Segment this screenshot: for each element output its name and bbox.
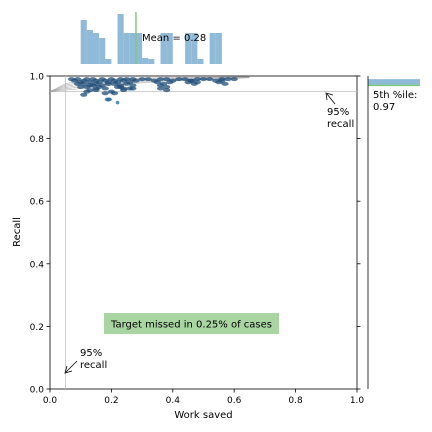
scatter-point (80, 81, 88, 86)
scatter-point (175, 77, 183, 82)
top-histogram-bar (148, 59, 155, 64)
top-histogram-bar (197, 59, 204, 64)
plot-frame (49, 75, 358, 390)
x-axis-ticks: 0.0 0.2 0.4 0.6 0.8 1.0 (43, 389, 365, 406)
side-histogram (367, 76, 420, 389)
scatter-point (104, 81, 112, 86)
scatter-point (80, 92, 88, 97)
bottom-recall-annotation: 95% recall (80, 348, 107, 371)
scatter-point (144, 77, 152, 82)
x-tick-label: 0.2 (104, 396, 118, 406)
x-tick-label: 0.4 (166, 396, 181, 406)
top-histogram-bar (160, 33, 167, 64)
y-tick-label: 0.6 (30, 198, 45, 208)
top-histogram-bar (80, 20, 87, 64)
bottom-recall-arrowhead (64, 365, 73, 374)
scatter-point (163, 84, 171, 89)
y-tick-label: 0.8 (30, 135, 45, 145)
scatter-point (199, 77, 208, 82)
top-histogram-bar (209, 33, 216, 64)
scatter-point (74, 81, 82, 86)
scatter-point (163, 88, 171, 93)
scatter-point (77, 84, 85, 89)
y-tick-label: 0.0 (30, 386, 45, 396)
scatter-outlier (106, 97, 111, 102)
top-histogram-bar (185, 33, 192, 64)
scatter-point (138, 77, 146, 82)
scatter-point (120, 88, 128, 93)
y-axis-ticks: 0.0 0.2 0.4 0.6 0.8 1.0 (30, 73, 361, 396)
top-histogram-bar (105, 59, 112, 64)
scatter-point (218, 78, 226, 83)
scatter-point (83, 89, 91, 94)
scatter-point (163, 77, 171, 82)
x-tick-label: 0.6 (227, 396, 242, 406)
scatter-outlier (115, 100, 120, 105)
top-histogram-bar (135, 33, 143, 64)
scatter-point (129, 83, 137, 88)
scatter-point (117, 84, 125, 89)
scatter-point (129, 86, 137, 91)
y-tick-label: 0.4 (30, 260, 45, 270)
x-axis-label: Work saved (174, 410, 232, 421)
top-histogram-bar (142, 58, 149, 64)
scatter-point (74, 77, 82, 82)
scatter-point (156, 83, 165, 88)
side-histogram-bar (368, 79, 420, 86)
x-tick-label: 1.0 (350, 396, 365, 406)
scatter-point (181, 77, 189, 82)
scatter-point (101, 91, 109, 96)
scatter-point (206, 77, 214, 82)
scatter-points (67, 77, 238, 105)
right-recall-arrowhead (325, 92, 334, 101)
scatter-point (193, 80, 201, 85)
scatter-point (153, 80, 162, 85)
y-tick-label: 0.2 (30, 323, 44, 333)
right-recall-arrow (326, 93, 336, 105)
top-histogram (80, 12, 222, 64)
scatter-point (83, 77, 91, 82)
bottom-recall-arrow (65, 360, 78, 373)
top-histogram-bar (92, 33, 100, 64)
scatter-point (101, 86, 109, 91)
top-histogram-bar (99, 38, 106, 64)
target-missed-annotation: Target missed in 0.25% of cases (110, 320, 272, 331)
right-recall-annotation: 95% recall (327, 107, 354, 130)
scatter-point (187, 78, 195, 83)
scatter-point (230, 77, 238, 82)
top-histogram-bar (166, 33, 173, 64)
scatter-point (110, 91, 119, 96)
y-tick-label: 1.0 (30, 73, 45, 83)
scatter-point (132, 78, 140, 83)
x-tick-label: 0.0 (43, 396, 58, 406)
top-histogram-bar (191, 33, 198, 64)
scatter-point (221, 81, 229, 86)
scatter-point (110, 81, 119, 86)
top-histogram-bar (129, 33, 136, 64)
scatter-point (156, 86, 165, 91)
y-axis-label: Recall (12, 217, 23, 247)
scatter-point (89, 83, 97, 88)
mean-annotation: Mean = 0.28 (142, 33, 206, 44)
scatter-point (92, 88, 100, 93)
x-tick-label: 0.8 (288, 396, 303, 406)
scatter-point (86, 80, 94, 85)
top-histogram-bar (86, 30, 93, 64)
scatter-point (83, 84, 91, 89)
target-missed-box (104, 313, 279, 334)
scatter-point (166, 80, 174, 85)
scatter-point (123, 77, 131, 82)
percentile-annotation: 5th %ile: 0.97 (373, 90, 421, 113)
top-histogram-bar (123, 33, 130, 64)
scatter-point (123, 81, 131, 86)
top-histogram-bar (215, 33, 222, 64)
top-histogram-bar (117, 14, 124, 64)
scatter-point (224, 77, 232, 82)
scatter-point (156, 77, 165, 82)
scatter-point (193, 77, 201, 82)
